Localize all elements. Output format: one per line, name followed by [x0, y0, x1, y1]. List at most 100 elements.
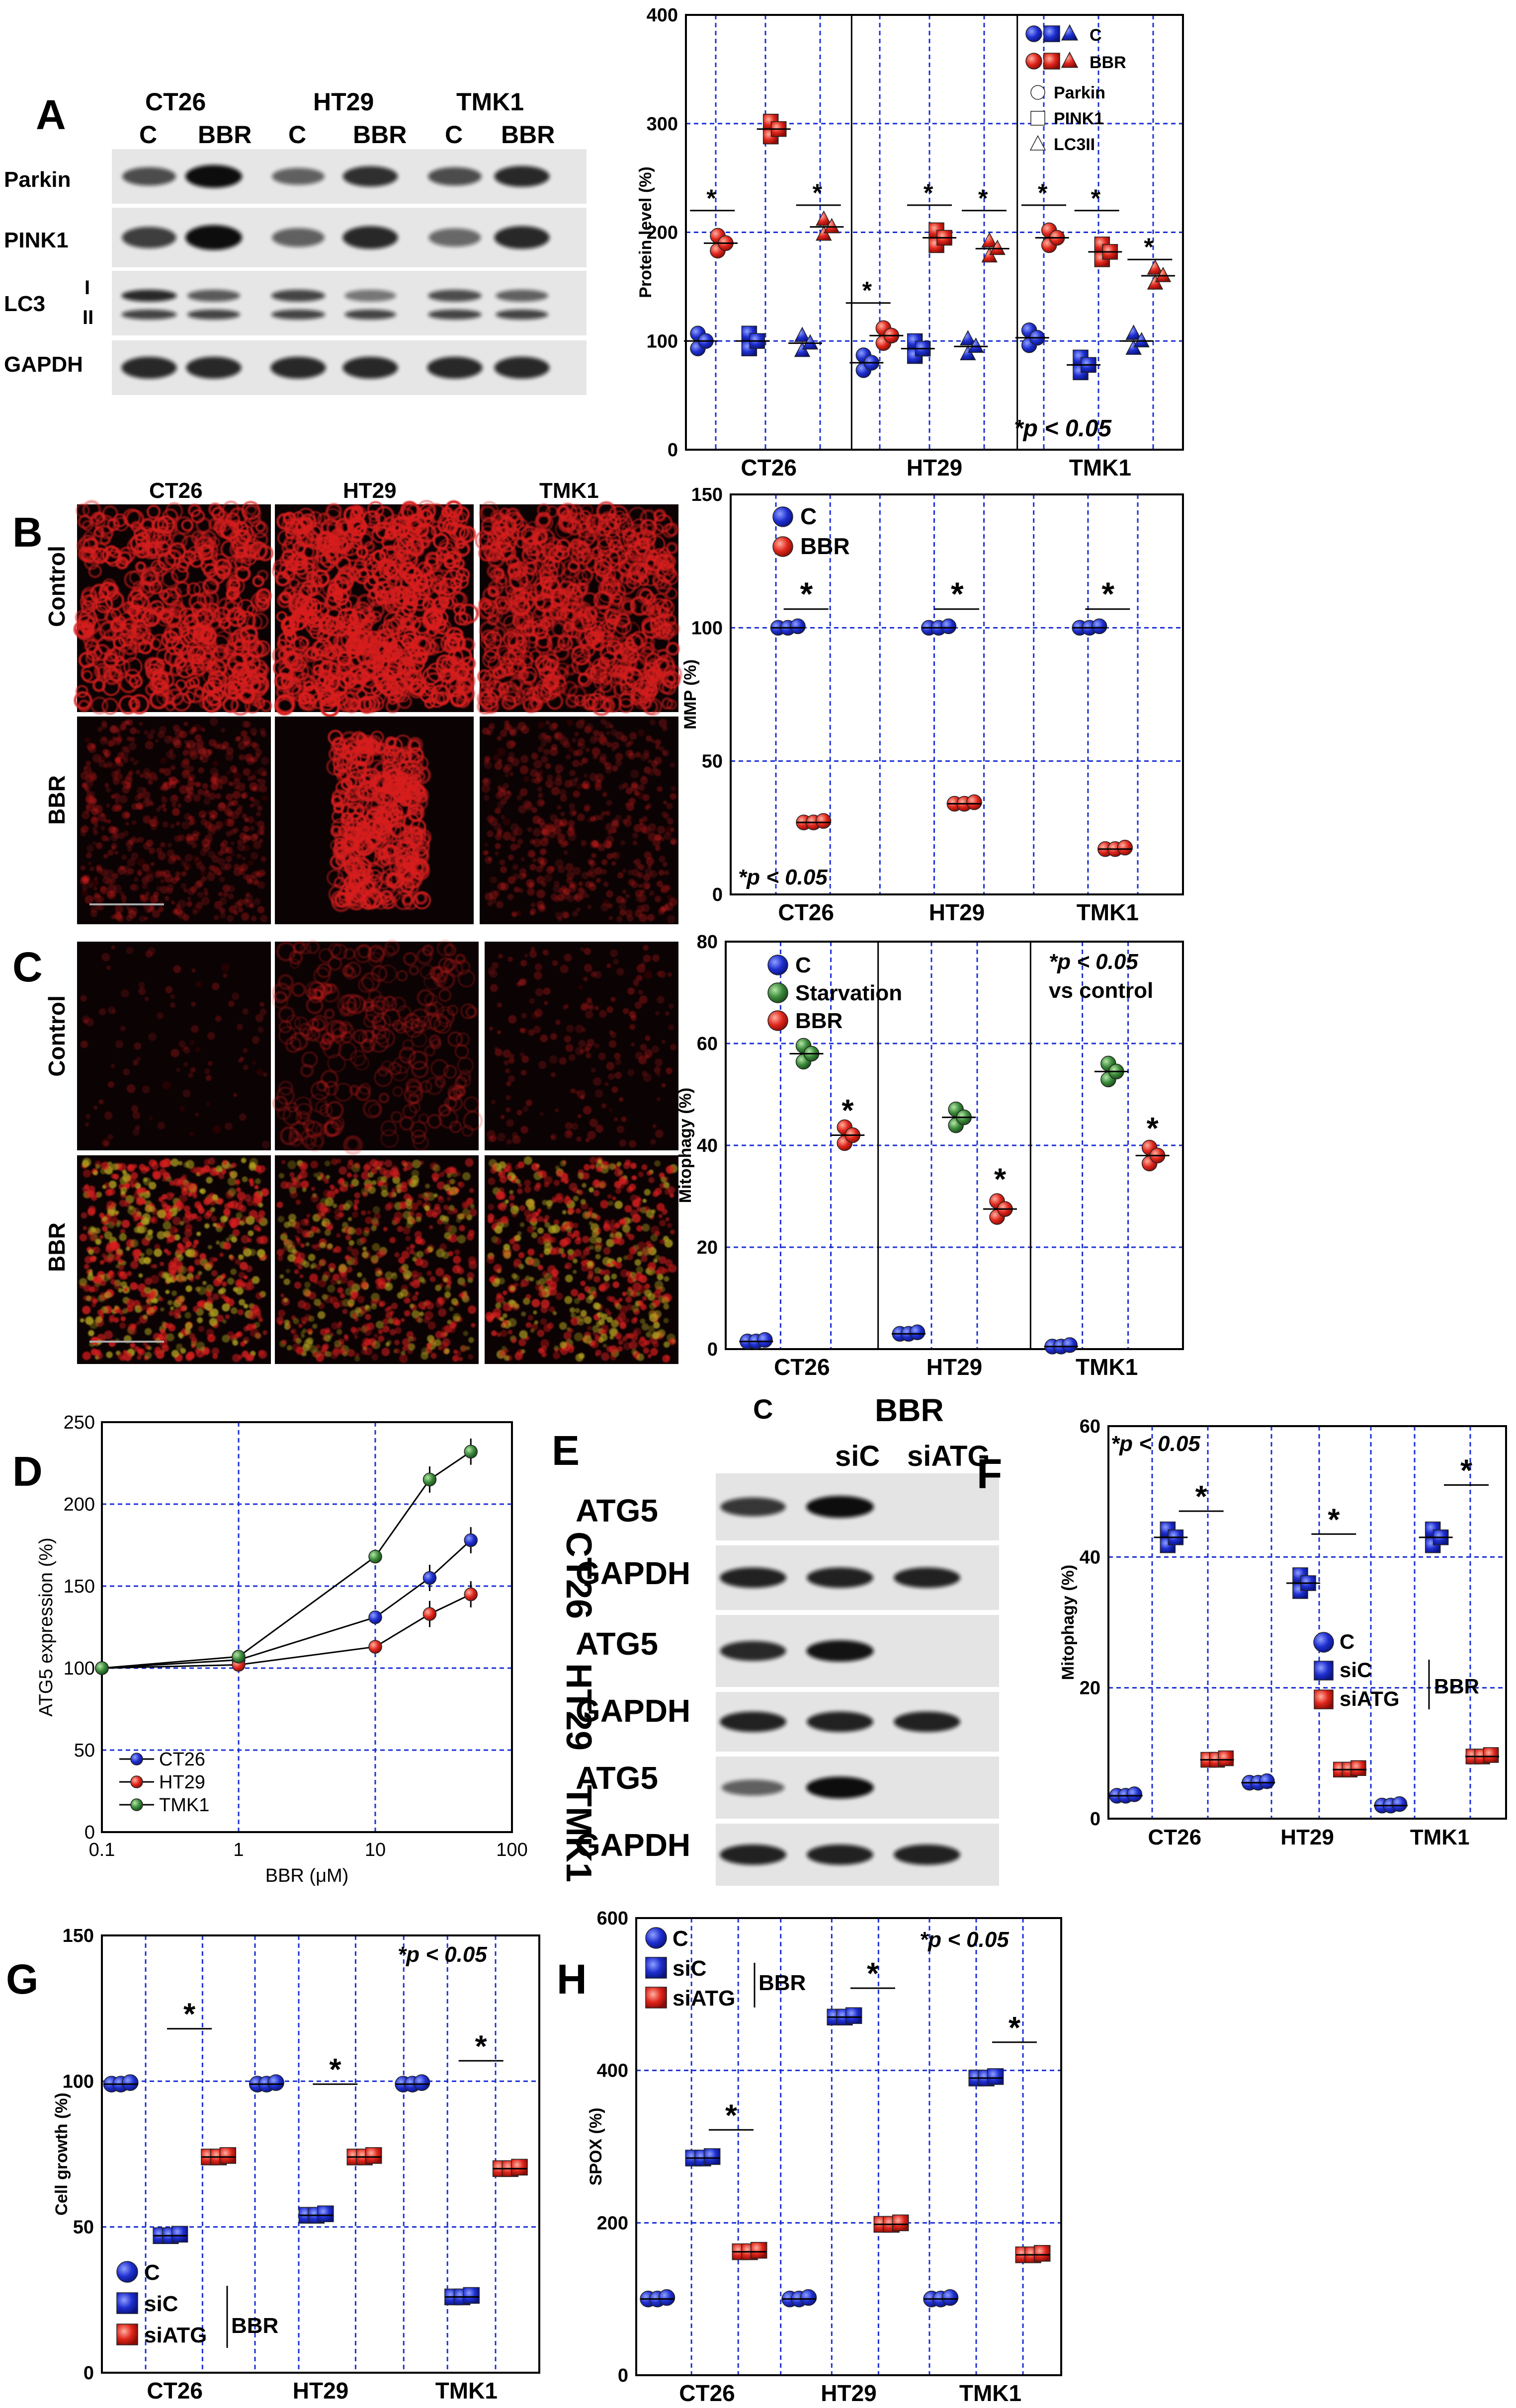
micro-b-bbr-tmk1-dot — [583, 773, 588, 778]
micro-c-bbr-ct26-dot — [161, 1201, 167, 1207]
micro-b-bbr-ct26-dot — [151, 824, 157, 830]
blot-a-band-pink1-lane-3 — [272, 228, 325, 247]
micro-b-bbr-tmk1-dot — [567, 895, 575, 902]
micro-b-control-ht29-cell — [372, 549, 386, 563]
micro-b-bbr-ct26-dot — [164, 895, 170, 901]
micro-b-bbr-tmk1-dot — [670, 793, 676, 800]
micro-b-bbr-tmk1-dot — [605, 823, 613, 831]
micro-c-bbr-ct26-dot — [236, 1187, 241, 1192]
micro-b-bbr-ct26-dot — [121, 854, 127, 861]
panel-c-row-bbr: BBR — [44, 1222, 70, 1272]
micro-b-bbr-ct26-dot — [200, 870, 206, 876]
micro-b-control-ht29-cell — [316, 554, 335, 573]
micro-c-control-ct26-dot — [123, 1068, 130, 1076]
micro-c-bbr-ct26-dot — [211, 1215, 217, 1222]
micro-b-bbr-ct26-dot — [126, 915, 133, 922]
micro-b-bbr-tmk1-dot — [545, 720, 550, 725]
micro-c-control-tmk1-dot — [505, 1095, 511, 1101]
micro-c-control-tmk1-dot — [564, 1035, 572, 1043]
micro-b-bbr-tmk1-dot — [606, 800, 612, 806]
micro-b-control-ct26-cell — [148, 580, 163, 595]
micro-b-bbr-ct26-dot — [84, 736, 90, 743]
micro-b-bbr-ct26-dot — [223, 891, 229, 897]
micro-b-bbr-tmk1-dot — [541, 755, 548, 763]
micro-c-control-tmk1-dot — [643, 954, 651, 963]
micro-b-bbr-ct26-dot — [104, 749, 111, 757]
micro-c-control-tmk1-dot — [619, 1097, 624, 1102]
chart-b-ytick-2: 100 — [691, 618, 723, 639]
micro-c-control-tmk1-dot — [654, 1066, 661, 1074]
micro-b-bbr-ct26-dot — [93, 886, 97, 891]
micro-b-bbr-tmk1-dot — [624, 819, 632, 827]
micro-c-control-ct26-dot — [178, 1040, 186, 1047]
micro-c-bbr-ct26-dot — [207, 1245, 212, 1250]
micro-b-bbr-tmk1-dot — [563, 888, 571, 895]
micro-b-bbr-ct26-dot — [183, 721, 188, 726]
micro-c-control-tmk1-dot — [535, 988, 544, 997]
micro-b-bbr-tmk1-dot — [509, 772, 514, 776]
micro-b-bbr-tmk1-dot — [495, 851, 499, 856]
micro-b-bbr-ct26-dot — [147, 908, 151, 913]
micro-b-bbr-tmk1-dot — [495, 807, 502, 814]
micro-c-control-ct26-dot — [173, 965, 181, 973]
micro-c-bbr-ct26-dot — [88, 1330, 94, 1337]
micro-b-bbr-ct26-dot — [170, 780, 176, 786]
micro-c-bbr-ct26-dot — [262, 1254, 267, 1258]
panel-b-row-bbr: BBR — [44, 775, 70, 825]
micro-c-control-ct26-dot — [204, 1068, 210, 1074]
micro-c-bbr-ct26-dot — [178, 1295, 185, 1302]
micro-c-control-tmk1-dot — [580, 1004, 588, 1012]
micro-b-control-ht29-cell — [437, 622, 450, 635]
micro-c-bbr-ct26-dot — [139, 1164, 146, 1171]
micro-b-control-ct26-cell — [245, 698, 260, 714]
micro-b-bbr-ct26-dot — [201, 727, 206, 732]
micro-b-bbr-tmk1-dot — [560, 811, 565, 817]
micro-b-bbr-ct26-dot — [204, 891, 209, 896]
micro-b-bbr-tmk1-dot — [662, 862, 668, 867]
micro-b-control-tmk1-cell — [535, 632, 552, 649]
micro-b-bbr-tmk1-dot — [591, 853, 596, 859]
micro-b-bbr-tmk1-dot — [565, 754, 571, 760]
micro-c-bbr-ct26-dot — [82, 1160, 89, 1167]
micro-b-control-ct26-cell — [153, 659, 172, 678]
micro-b-bbr-ct26-dot — [120, 751, 129, 760]
micro-b-control-ht29-cell — [283, 568, 296, 580]
micro-b-bbr-tmk1-dot — [554, 818, 563, 827]
micro-b-control-ht29-cell — [328, 535, 339, 547]
micro-c-control-tmk1-dot — [586, 997, 592, 1003]
micro-b-control-ct26-cell — [229, 580, 241, 592]
micro-c-bbr-ct26-dot — [180, 1178, 184, 1183]
micro-b-control-tmk1-cell — [616, 575, 637, 595]
micro-b-control-ht29-cell — [444, 596, 458, 610]
micro-c-bbr-ct26-dot — [171, 1290, 177, 1296]
micro-b-bbr-ct26-dot — [168, 748, 174, 754]
micro-b-control-ct26-cell — [154, 606, 166, 618]
micro-c-control-tmk1-dot — [550, 1033, 558, 1041]
micro-c-bbr-ct26-dot — [180, 1348, 186, 1354]
micro-c-bbr-ct26-dot — [83, 1284, 91, 1292]
micro-b-control-ht29-cell — [410, 573, 429, 593]
micro-c-control-tmk1-dot — [506, 1119, 514, 1127]
micro-c-bbr-ct26-dot — [178, 1334, 184, 1339]
micro-b-control-ct26-cell — [81, 663, 101, 683]
legend-a-parkin-marker — [1030, 85, 1045, 100]
micro-b-bbr-ct26-dot — [125, 821, 130, 826]
micro-b-control-ct26-cell — [93, 662, 111, 680]
micro-b-control-ht29-cell — [400, 573, 420, 593]
micro-c-control-tmk1-dot — [655, 1011, 660, 1016]
chart-a-mark-bbr-lc3ii-ct26-rep-3 — [824, 218, 840, 234]
micro-c-bbr-ct26-dot — [194, 1201, 202, 1208]
micro-b-bbr-ct26-dot — [194, 734, 202, 741]
micro-c-control-ct26-dot — [207, 1032, 215, 1040]
micro-c-control-tmk1-dot — [636, 963, 646, 973]
micro-b-bbr-ct26-dot — [101, 720, 107, 727]
micro-b-control-ht29-cell — [333, 634, 349, 650]
micro-c-bbr-ct26-dot — [88, 1249, 94, 1255]
micro-b-bbr-ct26-dot — [183, 769, 190, 776]
micro-b-bbr-tmk1-dot — [615, 814, 622, 821]
micro-c-bbr-ct26-dot — [186, 1248, 195, 1258]
micro-b-control-ct26-cell — [144, 566, 164, 586]
micro-c-bbr-ct26-dot — [191, 1337, 198, 1344]
micro-c-control-tmk1-dot — [616, 967, 625, 976]
